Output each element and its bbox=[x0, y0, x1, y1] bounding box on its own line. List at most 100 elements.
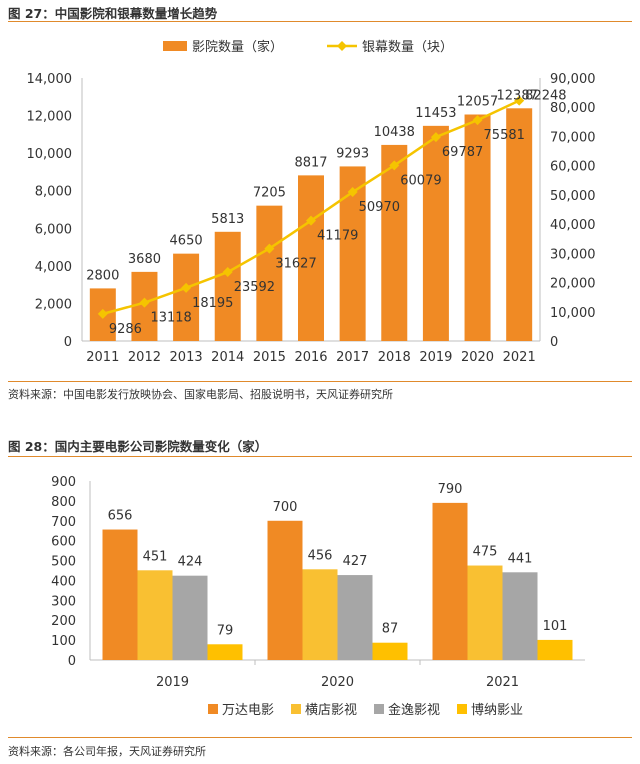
bar-cinemas bbox=[298, 175, 324, 341]
data-label-cinemas: 4650 bbox=[170, 234, 203, 249]
right-axis-tick-label: 20,000 bbox=[550, 277, 596, 292]
bar-cinemas bbox=[506, 108, 533, 341]
data-label-cinemas: 7205 bbox=[253, 186, 286, 201]
x-axis-tick-label: 2015 bbox=[253, 350, 286, 365]
y-axis-tick-label: 400 bbox=[51, 574, 76, 589]
figure-28-source: 资料来源：各公司年报，天风证券研究所 bbox=[8, 745, 206, 758]
x-axis-tick-label: 2020 bbox=[461, 350, 494, 365]
bar-1 bbox=[432, 502, 468, 660]
legend-label-3: 金逸影视 bbox=[388, 702, 440, 718]
data-label-3: 441 bbox=[508, 551, 533, 566]
data-label-screens: 23592 bbox=[234, 280, 275, 295]
marker-screens bbox=[306, 215, 316, 226]
data-label-3: 424 bbox=[178, 555, 203, 570]
data-label-cinemas: 2800 bbox=[86, 268, 119, 283]
data-label-4: 101 bbox=[543, 619, 568, 634]
data-label-cinemas: 12057 bbox=[457, 95, 498, 110]
legend-label-4: 博纳影业 bbox=[471, 703, 523, 718]
legend-label-1: 万达电影 bbox=[222, 703, 274, 718]
data-label-cinemas: 5813 bbox=[211, 212, 244, 227]
legend-label-screens: 银幕数量（块） bbox=[362, 40, 453, 55]
x-axis-tick-label: 2018 bbox=[378, 350, 411, 365]
marker-screens bbox=[139, 297, 150, 308]
bar-3 bbox=[172, 575, 208, 660]
marker-screens bbox=[97, 308, 108, 319]
data-label-2: 451 bbox=[143, 549, 168, 564]
y-axis-tick-label: 700 bbox=[51, 515, 76, 530]
figure-28-title-rule bbox=[8, 456, 632, 457]
right-axis-tick-label: 0 bbox=[550, 335, 558, 350]
bar-cinemas bbox=[173, 253, 200, 341]
y-axis-tick-label: 500 bbox=[51, 555, 76, 570]
figure-27-source: 资料来源：中国电影发行放映协会、国家电影局、招股说明书，天风证券研究所 bbox=[8, 388, 393, 401]
bar-1 bbox=[267, 520, 303, 660]
left-axis-tick-label: 14,000 bbox=[27, 72, 73, 87]
x-axis-tick-label: 2016 bbox=[294, 350, 327, 365]
left-axis-tick-label: 8,000 bbox=[35, 185, 72, 200]
left-axis-tick-label: 10,000 bbox=[27, 147, 73, 162]
data-label-screens: 82248 bbox=[525, 89, 566, 104]
legend-swatch-3 bbox=[374, 704, 384, 714]
data-label-2: 456 bbox=[308, 548, 333, 563]
bar-4 bbox=[372, 642, 408, 660]
y-axis-tick-label: 600 bbox=[51, 535, 76, 550]
left-axis-tick-label: 0 bbox=[64, 335, 72, 350]
legend-swatch-cinemas bbox=[163, 41, 187, 51]
right-axis-tick-label: 70,000 bbox=[550, 130, 596, 145]
data-label-screens: 9286 bbox=[109, 322, 142, 337]
data-label-cinemas: 3680 bbox=[128, 252, 161, 267]
data-label-4: 79 bbox=[217, 623, 234, 638]
legend-marker-screens bbox=[337, 41, 347, 51]
left-axis-tick-label: 2,000 bbox=[35, 297, 72, 312]
data-label-cinemas: 10438 bbox=[374, 125, 415, 140]
bar-cinemas bbox=[214, 231, 241, 341]
marker-screens bbox=[222, 267, 233, 278]
left-axis-tick-label: 6,000 bbox=[35, 222, 72, 237]
data-label-cinemas: 11453 bbox=[415, 106, 456, 121]
right-axis-tick-label: 60,000 bbox=[550, 160, 596, 175]
x-axis-tick-label: 2020 bbox=[321, 675, 354, 690]
bar-1 bbox=[102, 529, 138, 660]
x-axis-tick-label: 2014 bbox=[211, 350, 244, 365]
data-label-screens: 18195 bbox=[192, 296, 233, 311]
data-label-1: 790 bbox=[438, 482, 463, 497]
right-axis-tick-label: 80,000 bbox=[550, 101, 596, 116]
right-axis-tick-label: 30,000 bbox=[550, 247, 596, 262]
chart-company-cinemas: 0 100 200 300 400 500 600 700 800 900 656 451 424 79 2… bbox=[51, 475, 585, 718]
x-axis-tick-label: 2021 bbox=[486, 675, 519, 690]
y-axis-tick-label: 200 bbox=[51, 614, 76, 629]
data-label-screens: 31627 bbox=[275, 257, 316, 272]
right-axis-tick-label: 50,000 bbox=[550, 189, 596, 204]
bar-cinemas bbox=[464, 114, 491, 341]
data-label-1: 656 bbox=[108, 509, 133, 524]
right-axis-tick-label: 40,000 bbox=[550, 218, 596, 233]
right-axis-tick-label: 10,000 bbox=[550, 306, 596, 321]
marker-screens bbox=[347, 187, 358, 198]
data-label-screens: 50970 bbox=[359, 200, 400, 215]
x-axis-tick-label: 2011 bbox=[86, 350, 119, 365]
chart-cinemas-screens: 影院数量（家） 银幕数量（块） 0 2,000 4,000 6,000 8,000 10,00… bbox=[27, 39, 596, 365]
y-axis-tick-label: 300 bbox=[51, 594, 76, 609]
x-axis-tick-label: 2017 bbox=[336, 350, 369, 365]
bar-cinemas bbox=[422, 125, 449, 341]
marker-screens bbox=[181, 282, 192, 293]
data-label-cinemas: 8817 bbox=[294, 155, 327, 170]
figure-27-title: 图 27：中国影院和银幕数量增长趋势 bbox=[8, 6, 218, 21]
figure-28-source-rule bbox=[8, 737, 632, 738]
bar-cinemas bbox=[381, 144, 408, 341]
marker-screens bbox=[514, 95, 525, 106]
x-axis-tick-label: 2019 bbox=[156, 675, 189, 690]
data-label-screens: 69787 bbox=[442, 145, 483, 160]
marker-screens bbox=[430, 132, 441, 143]
data-label-cinemas: 12387 bbox=[497, 88, 538, 103]
bar-4 bbox=[207, 644, 243, 660]
left-axis-tick-label: 12,000 bbox=[27, 110, 73, 125]
marker-screens bbox=[389, 160, 400, 171]
data-label-3: 427 bbox=[343, 554, 368, 569]
y-axis-tick-label: 800 bbox=[51, 495, 76, 510]
x-axis-tick-label: 2021 bbox=[503, 350, 536, 365]
data-label-4: 87 bbox=[382, 622, 399, 637]
bar-2 bbox=[302, 569, 338, 660]
data-label-cinemas: 9293 bbox=[336, 146, 369, 161]
legend-swatch-2 bbox=[291, 704, 301, 714]
